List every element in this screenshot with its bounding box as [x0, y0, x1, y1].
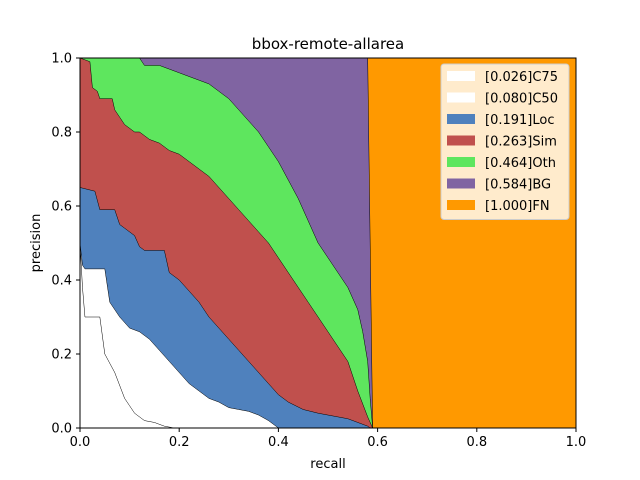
y-axis: 0.0 0.2 0.4 0.6 0.8 1.0: [51, 52, 80, 437]
chart-title: bbox-remote-allarea: [252, 35, 404, 53]
legend-label-sim: [0.263]Sim: [485, 135, 557, 150]
legend-label-c50: [0.080]C50: [485, 92, 558, 107]
x-tick-label: 0.8: [466, 435, 487, 450]
legend: [0.026]C75 [0.080]C50 [0.191]Loc [0.263]Sim…: [440, 63, 570, 220]
legend-label-fn: [1.000]FN: [485, 199, 550, 214]
x-axis: 0.0 0.2 0.4 0.6 0.8 1.0: [70, 428, 587, 450]
legend-swatch-fn: [447, 200, 475, 210]
y-tick-label: 0.6: [51, 200, 72, 215]
legend-label-oth: [0.464]Oth: [485, 156, 556, 171]
y-tick-label: 0.2: [51, 348, 72, 363]
legend-swatch-bg: [447, 178, 475, 189]
x-tick-label: 0.0: [70, 435, 91, 450]
y-tick-label: 0.4: [51, 274, 72, 289]
legend-label-c75: [0.026]C75: [485, 70, 558, 85]
area-c50: [79, 242, 280, 429]
legend-label-bg: [0.584]BG: [485, 178, 551, 193]
x-tick-label: 1.0: [566, 435, 587, 450]
x-tick-label: 0.2: [169, 435, 190, 450]
legend-label-loc: [0.191]Loc: [485, 113, 554, 128]
y-tick-label: 0.0: [51, 422, 72, 437]
legend-swatch-c75: [447, 71, 475, 81]
y-axis-title: precision: [29, 214, 44, 273]
legend-swatch-sim: [447, 135, 475, 146]
area-c75: [79, 242, 175, 429]
legend-swatch-c50: [447, 92, 475, 103]
x-axis-title: recall: [310, 457, 345, 472]
x-tick-label: 0.6: [367, 435, 388, 450]
y-tick-label: 0.8: [51, 126, 72, 141]
legend-swatch-loc: [447, 114, 475, 124]
plot-frame: [79, 57, 577, 429]
y-tick-label: 1.0: [51, 52, 72, 67]
legend-swatch-oth: [447, 157, 475, 167]
x-tick-label: 0.4: [268, 435, 289, 450]
